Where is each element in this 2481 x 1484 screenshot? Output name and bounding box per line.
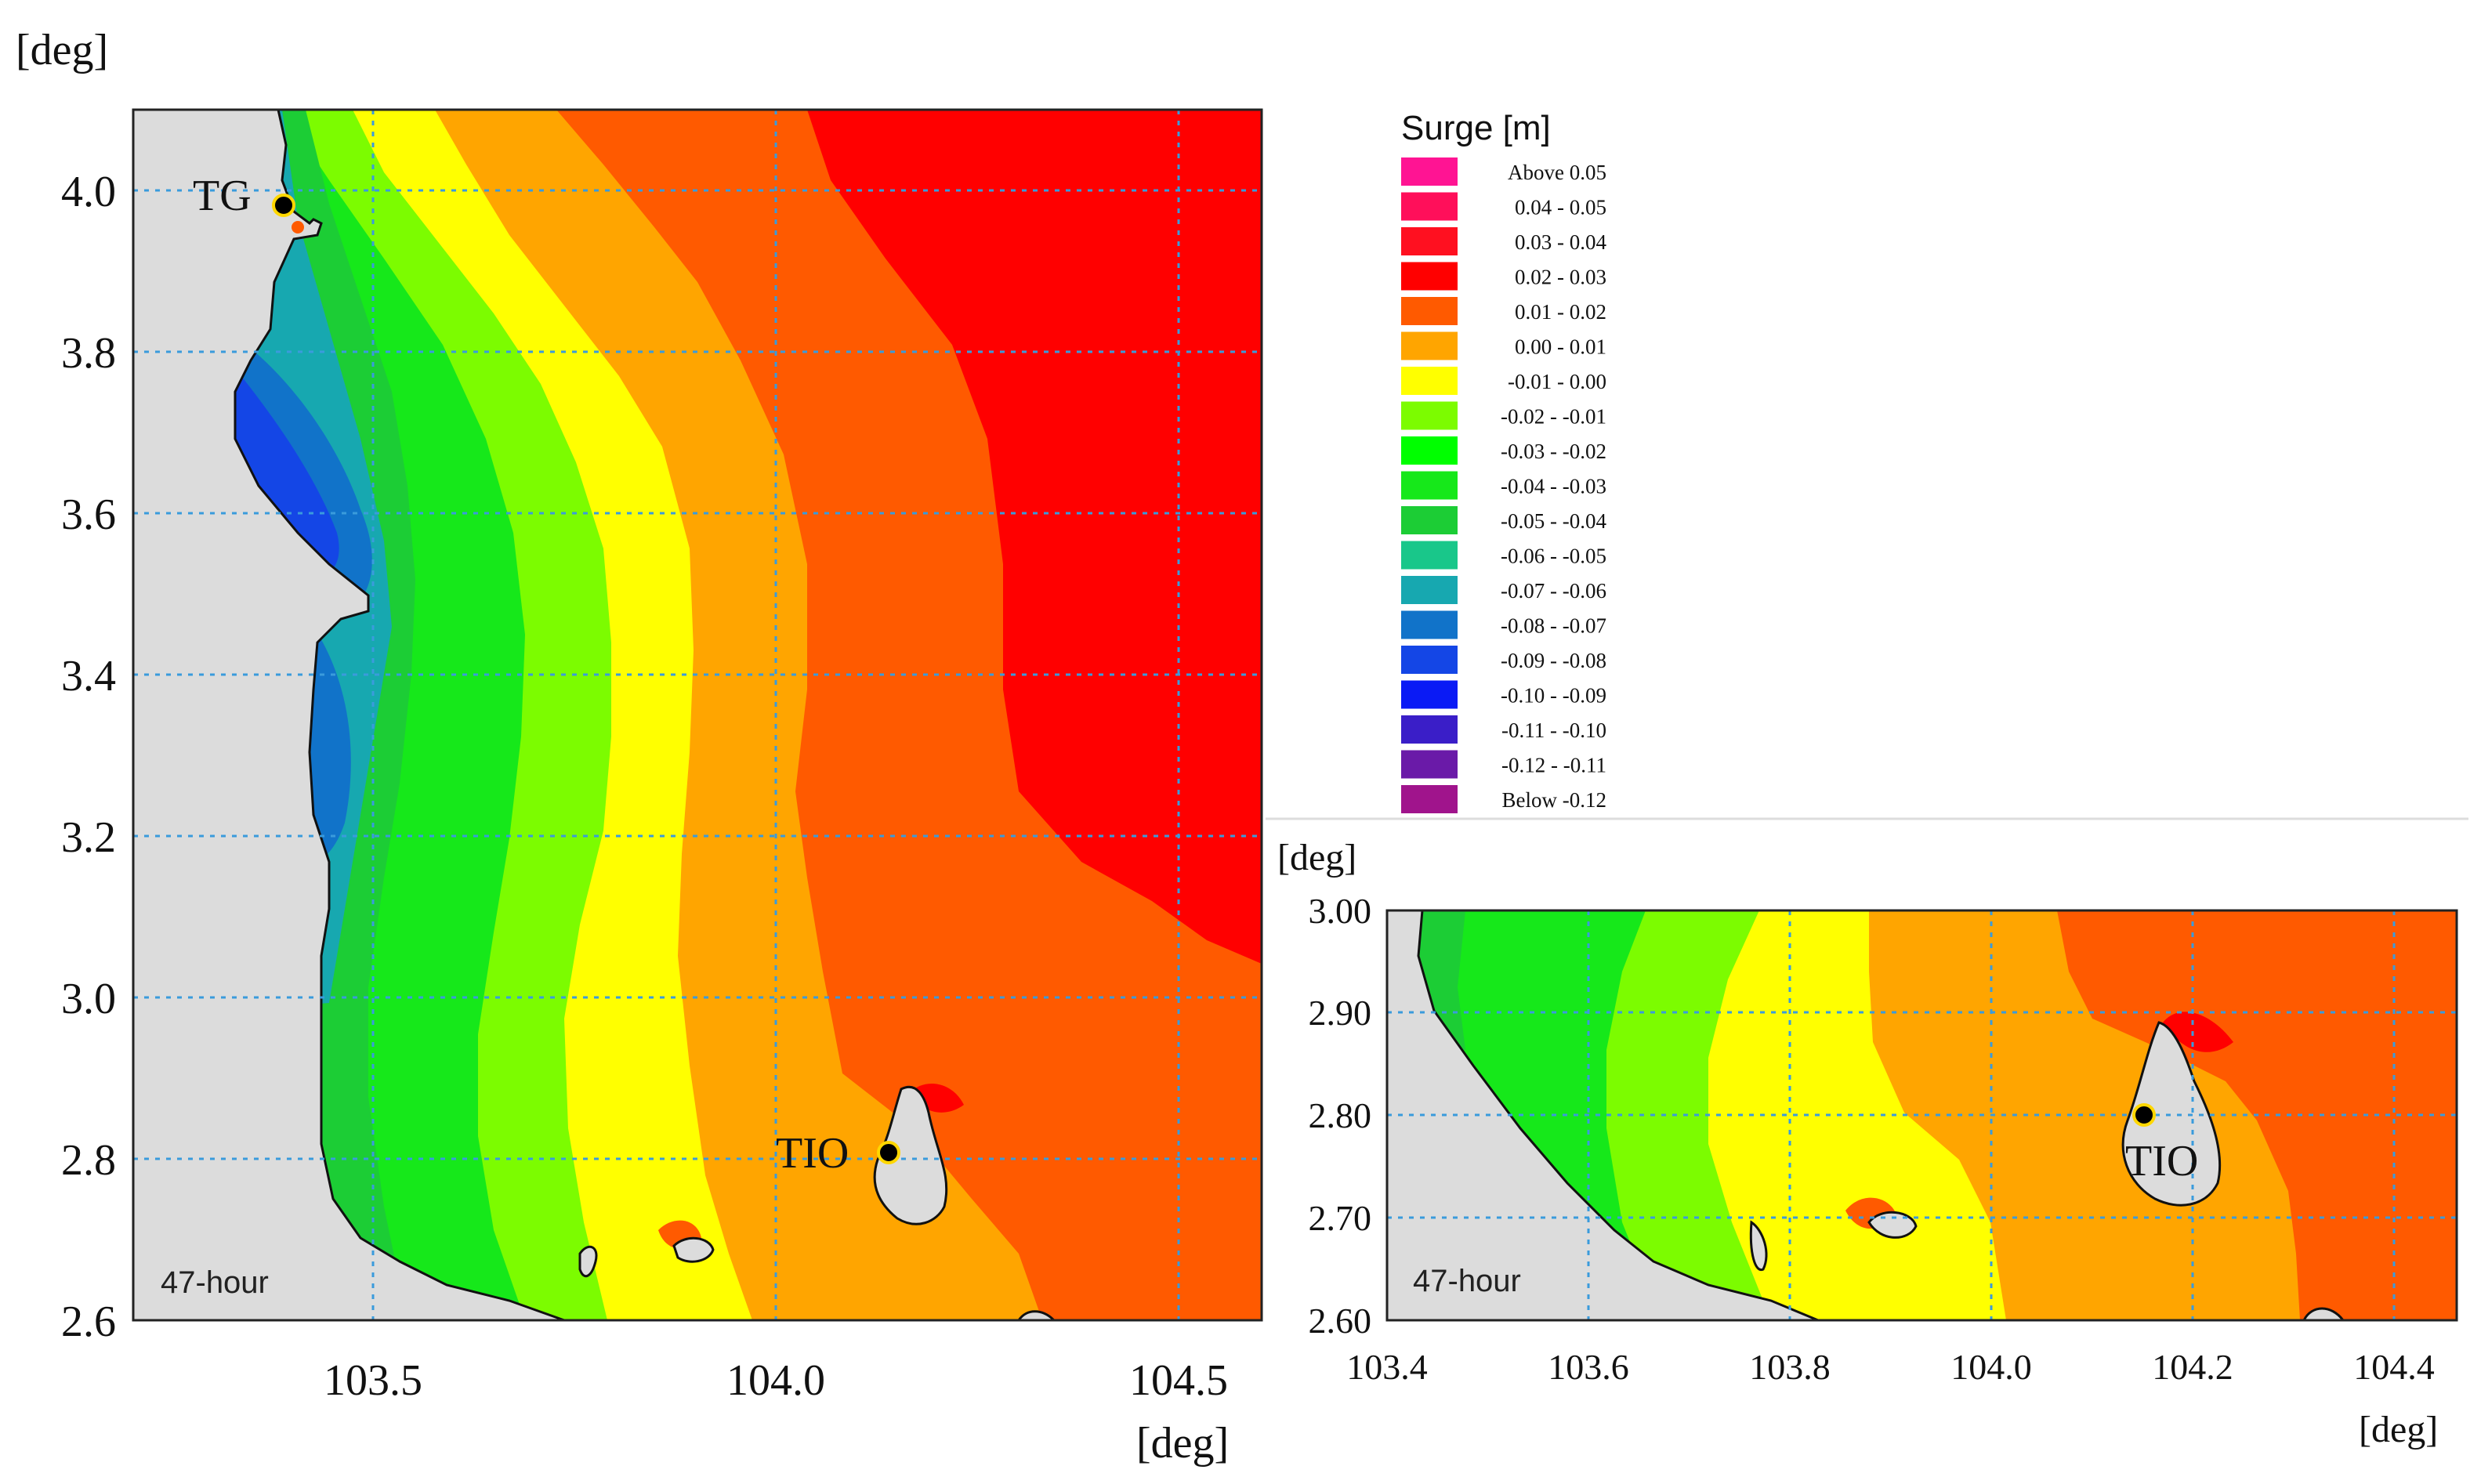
station-label-tio: TIO — [776, 1129, 849, 1178]
right-x-tick: 103.8 — [1749, 1347, 1831, 1387]
legend-label: -0.03 - -0.02 — [1501, 440, 1606, 463]
right-x-tick: 104.4 — [2353, 1347, 2435, 1387]
legend-swatch — [1401, 331, 1458, 360]
left-y-tick: 3.4 — [61, 652, 116, 700]
legend-rows: Above 0.05 0.04 - 0.05 0.03 - 0.04 0.02 - 0… — [1401, 157, 1606, 813]
legend-swatch — [1401, 262, 1458, 291]
legend-swatch — [1401, 227, 1458, 255]
legend-label: -0.06 - -0.05 — [1501, 545, 1606, 568]
station-marker-tio — [2132, 1103, 2156, 1127]
station-marker-tio — [877, 1141, 900, 1164]
tio-island — [2121, 1021, 2222, 1207]
legend-swatch — [1401, 785, 1458, 813]
right-x-tick: 104.2 — [2152, 1347, 2233, 1387]
legend-swatch — [1401, 715, 1458, 744]
legend-label: -0.05 - -0.04 — [1501, 509, 1606, 533]
left-map-frame — [132, 108, 1263, 1322]
left-x-tick: 104.5 — [1129, 1356, 1228, 1405]
right-y-tick: 2.60 — [1309, 1301, 1372, 1341]
left-x-tick: 103.5 — [324, 1356, 422, 1405]
right-map-fields — [1387, 910, 2457, 1320]
station-label-tg: TG — [193, 172, 252, 220]
legend-swatch — [1401, 297, 1458, 325]
legend-swatch — [1401, 646, 1458, 674]
right-y-unit: [deg] — [1277, 837, 1356, 878]
left-y-tick: 2.8 — [61, 1136, 116, 1185]
island-small — [578, 1245, 598, 1278]
legend-label: -0.09 - -0.08 — [1501, 649, 1606, 672]
legend-swatch — [1401, 610, 1458, 639]
right-x-tick: 103.6 — [1548, 1347, 1629, 1387]
right-time-stamp: 47-hour — [1413, 1264, 1521, 1298]
left-time-stamp: 47-hour — [161, 1265, 269, 1300]
left-y-tick: 3.8 — [61, 329, 116, 378]
left-map-grid — [133, 110, 1262, 1320]
legend-label: -0.07 - -0.06 — [1501, 579, 1606, 603]
right-map-grid — [1387, 910, 2457, 1320]
left-y-tick: 2.6 — [61, 1298, 116, 1346]
right-y-tick: 2.80 — [1309, 1095, 1372, 1135]
legend-swatch — [1401, 506, 1458, 534]
legend-label: -0.01 - 0.00 — [1508, 370, 1606, 393]
legend-swatch — [1401, 157, 1458, 186]
legend-label: -0.08 - -0.07 — [1501, 614, 1606, 638]
island-mid — [672, 1236, 715, 1263]
legend-title: Surge [m] — [1401, 109, 1551, 147]
legend-label: 0.03 - 0.04 — [1515, 230, 1606, 254]
legend-swatch — [1401, 367, 1458, 395]
legend-label: -0.12 - -0.11 — [1501, 754, 1606, 777]
station-marker-tg — [272, 194, 295, 217]
surge-legend: Surge [m] Above 0.05 0.04 - 0.05 0.03 - 0.… — [1401, 109, 1606, 813]
coastline-land — [1387, 910, 1819, 1320]
left-map-fields — [133, 110, 1262, 1320]
right-y-tick: 2.70 — [1309, 1198, 1372, 1238]
legend-swatch — [1401, 401, 1458, 430]
left-y-unit: [deg] — [16, 26, 108, 74]
legend-swatch — [1401, 192, 1458, 221]
right-x-unit: [deg] — [2359, 1409, 2438, 1450]
band-neg0.09-neg0.08 — [235, 368, 339, 574]
left-map: [deg] [deg] 4.0 3.8 3.6 3.4 3.2 3.0 2.8 … — [16, 26, 1263, 1468]
left-x-tick: 104.0 — [726, 1356, 825, 1405]
right-map: [deg] [deg] 3.00 2.90 2.80 2.70 2.60 103… — [1277, 837, 2458, 1450]
legend-label: 0.00 - 0.01 — [1515, 335, 1606, 359]
right-map-frame — [1385, 909, 2458, 1322]
left-x-unit: [deg] — [1136, 1419, 1229, 1468]
legend-swatch — [1401, 436, 1458, 465]
legend-swatch — [1401, 576, 1458, 604]
legend-swatch — [1401, 471, 1458, 500]
legend-label: 0.04 - 0.05 — [1515, 196, 1606, 219]
legend-label: -0.02 - -0.01 — [1501, 405, 1606, 429]
legend-label: Below -0.12 — [1502, 788, 1606, 812]
left-y-tick: 3.0 — [61, 975, 116, 1023]
right-x-tick: 103.4 — [1346, 1347, 1428, 1387]
left-y-tick: 3.2 — [61, 813, 116, 862]
coastline-land — [133, 110, 565, 1320]
right-x-tick: 104.0 — [1950, 1347, 2032, 1387]
legend-swatch — [1401, 541, 1458, 570]
right-y-tick: 3.00 — [1309, 891, 1372, 931]
legend-swatch — [1401, 680, 1458, 709]
legend-swatch — [1401, 750, 1458, 779]
legend-label: 0.01 - 0.02 — [1515, 300, 1606, 324]
legend-label: -0.10 - -0.09 — [1501, 684, 1606, 708]
legend-label: -0.04 - -0.03 — [1501, 475, 1606, 498]
left-y-tick: 4.0 — [61, 168, 116, 216]
left-y-tick: 3.6 — [61, 490, 116, 539]
legend-label: Above 0.05 — [1508, 161, 1606, 184]
island-small — [1749, 1220, 1768, 1272]
legend-label: 0.02 - 0.03 — [1515, 266, 1606, 289]
legend-label: -0.11 - -0.10 — [1501, 718, 1606, 742]
right-y-tick: 2.90 — [1309, 993, 1372, 1033]
station-label-tio: TIO — [2125, 1137, 2198, 1185]
tio-red-patch — [2163, 1012, 2233, 1052]
tg-patch — [292, 221, 304, 233]
